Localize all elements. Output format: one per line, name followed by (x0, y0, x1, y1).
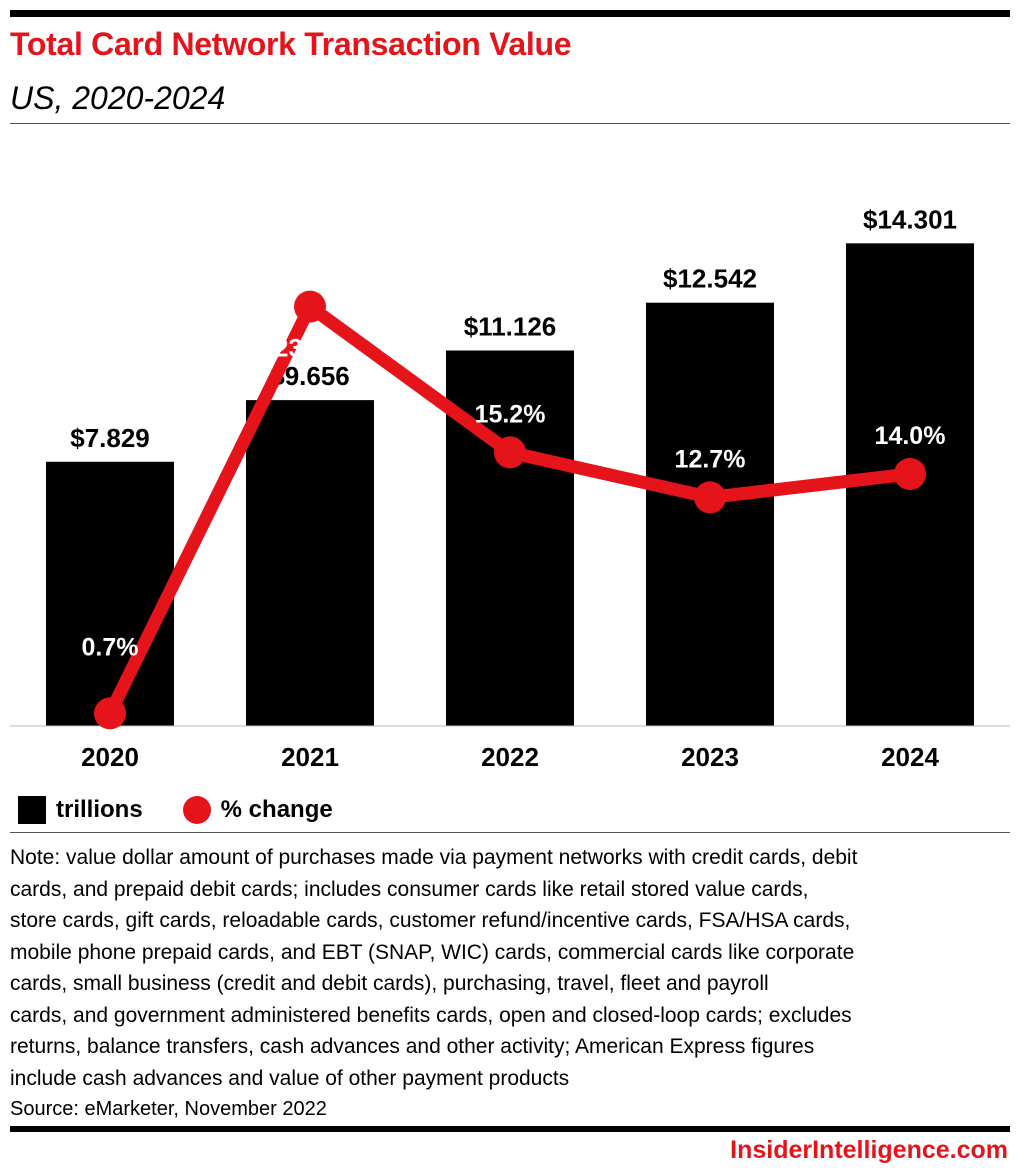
bottom-rule (10, 1126, 1010, 1132)
percent-change-label-2020: 0.7% (82, 633, 139, 661)
header-divider (10, 123, 1010, 124)
bar-2020 (46, 461, 174, 726)
bar-2022 (446, 350, 574, 726)
bar-value-label-2022: $11.126 (464, 311, 557, 341)
legend: trillions % change (18, 793, 333, 827)
chart-note: Note: value dollar amount of purchases m… (10, 846, 858, 1090)
legend-line-swatch (182, 796, 211, 824)
percent-change-point-2024 (894, 458, 926, 490)
top-rule (10, 10, 1010, 17)
legend-divider (10, 832, 1010, 833)
bar-value-label-2020: $7.829 (70, 423, 150, 453)
chart-title: Total Card Network Transaction Value (10, 26, 572, 62)
percent-change-point-2020 (94, 697, 126, 730)
percent-change-point-2023 (694, 481, 726, 514)
percent-change-label-2022: 15.2% (475, 400, 546, 428)
brand-logo-text: InsiderIntelligence.com (730, 1136, 1008, 1164)
legend-bar-label: trillions (56, 796, 143, 823)
chart-subtitle: US, 2020-2024 (10, 80, 226, 116)
percent-change-label-2023: 12.7% (675, 445, 746, 473)
percent-change-label-2021: 23.3% (275, 335, 346, 363)
x-tick-label-2020: 2020 (81, 742, 139, 772)
legend-bar-swatch (18, 796, 46, 824)
bar-value-label-2023: $12.542 (663, 264, 757, 294)
bar-2021 (246, 400, 374, 726)
x-tick-label-2024: 2024 (881, 742, 939, 772)
x-tick-label-2022: 2022 (481, 742, 539, 772)
percent-change-label-2024: 14.0% (875, 422, 946, 450)
percent-change-point-2021 (294, 290, 326, 323)
percent-change-point-2022 (494, 436, 526, 469)
bar-2023 (646, 302, 774, 726)
bar-value-label-2024: $14.301 (863, 204, 957, 234)
x-tick-label-2023: 2023 (681, 742, 739, 772)
chart-source: Source: eMarketer, November 2022 (10, 1098, 327, 1120)
legend-line-label: % change (220, 796, 333, 823)
x-tick-label-2021: 2021 (281, 742, 339, 772)
